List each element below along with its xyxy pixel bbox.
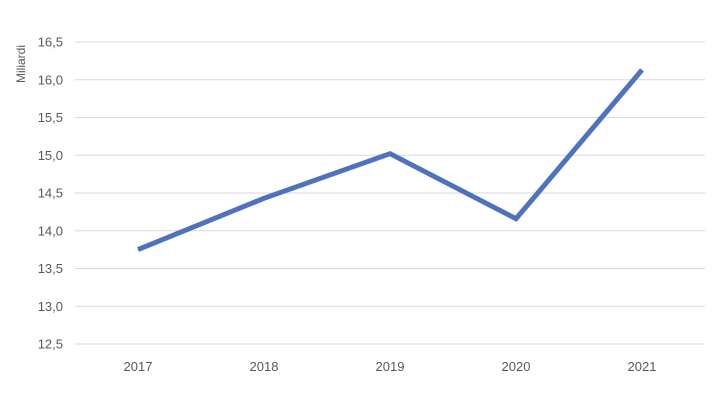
x-tick-label: 2020 — [502, 359, 531, 374]
x-axis-tick-labels: 2017 2018 2019 2020 2021 — [124, 359, 657, 374]
series-line — [137, 68, 644, 252]
y-axis-tick-labels: 12,5 13,0 13,5 14,0 14,5 15,0 15,5 16,0 16,5 — [38, 35, 63, 352]
y-axis-title: Miliardi — [14, 45, 28, 83]
x-tick-label: 2019 — [376, 359, 405, 374]
y-tick-label: 15,0 — [38, 148, 63, 163]
y-tick-label: 14,0 — [38, 223, 63, 238]
y-tick-label: 13,0 — [38, 299, 63, 314]
gridlines — [75, 41, 705, 345]
y-tick-label: 12,5 — [38, 337, 63, 352]
y-tick-label: 16,5 — [38, 35, 63, 50]
y-tick-label: 15,5 — [38, 110, 63, 125]
y-tick-label: 14,5 — [38, 186, 63, 201]
x-tick-label: 2021 — [628, 359, 657, 374]
x-tick-label: 2017 — [124, 359, 153, 374]
y-tick-label: 13,5 — [38, 261, 63, 276]
series-layer — [137, 68, 644, 252]
x-tick-label: 2018 — [250, 359, 279, 374]
y-tick-label: 16,0 — [38, 72, 63, 87]
